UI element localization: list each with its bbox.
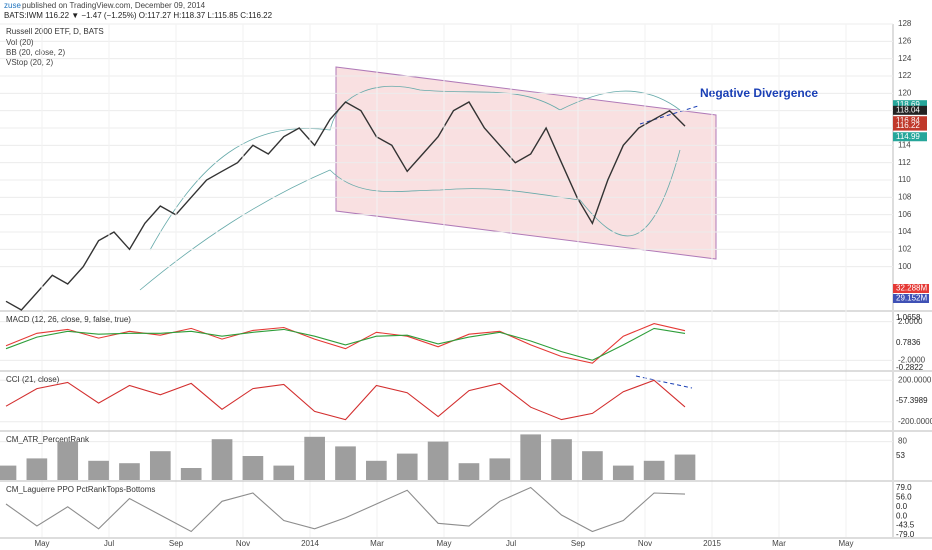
legend-entry: VStop (20, 2) (6, 58, 53, 67)
legend-entry: BB (20, close, 2) (6, 48, 65, 57)
bar (396, 453, 418, 480)
bar (304, 436, 325, 480)
value-tag-label: 0.0 (896, 511, 908, 520)
bar (273, 465, 295, 480)
price-tag-label: 116.22 (896, 121, 920, 130)
y-tick-label: -2.0000 (898, 355, 926, 364)
y-tick-label: 104 (898, 227, 912, 236)
divergence-line (639, 105, 699, 125)
bar (26, 458, 48, 480)
series-line (5, 101, 686, 311)
volume-tag-label: 29.152M (896, 294, 927, 303)
volume-tag (893, 294, 929, 303)
y-tick-label: 110 (898, 175, 911, 184)
series-line (5, 379, 686, 421)
bar (551, 439, 572, 480)
y-tick-label: 124 (898, 54, 912, 63)
y-tick-label: 112 (898, 158, 911, 167)
pane-title: CCI (21, close) (6, 375, 60, 384)
y-tick-label: 102 (898, 244, 912, 253)
value-tag-label: -57.3989 (896, 396, 928, 405)
price-tag-label: 118.04 (896, 105, 920, 114)
legend-entry: Vol (20) (6, 38, 34, 47)
value-tag-label: 53 (896, 451, 905, 460)
bar (674, 454, 696, 480)
x-tick-label: Mar (772, 539, 786, 548)
price-tag (893, 100, 927, 110)
x-tick-label: May (838, 539, 853, 548)
value-tag-label: -0.2822 (896, 363, 924, 372)
pane-title: CM_Laguerre PPO PctRankTops-Bottoms (6, 485, 155, 494)
y-tick-label: 200.0000 (898, 375, 932, 384)
price-tag (893, 116, 927, 126)
bar (119, 463, 140, 480)
bar (88, 460, 109, 480)
y-tick-label: -200.0000 (898, 417, 932, 426)
x-tick-label: Sep (169, 539, 184, 548)
value-tag-label: 1.0658 (896, 313, 921, 322)
price-tag-label: 118.69 (896, 100, 920, 109)
y-tick-label: 80 (898, 437, 907, 446)
value-tag-label: 0.0 (896, 502, 908, 511)
volume-tag (893, 284, 929, 293)
bar (335, 446, 356, 480)
bollinger-lower (139, 149, 681, 291)
volume-tag-label: 32.288M (896, 284, 927, 293)
x-tick-label: May (436, 539, 451, 548)
value-tag-label: 0.7836 (896, 338, 921, 347)
x-tick-label: 2015 (703, 539, 721, 548)
y-tick-label: 126 (898, 36, 912, 45)
bar (427, 441, 449, 480)
bar (57, 441, 79, 480)
bar (612, 465, 634, 480)
bollinger-upper (149, 86, 681, 251)
value-tag-label: -43.5 (896, 521, 915, 530)
bar (582, 451, 603, 480)
value-tag-label: 79.0 (896, 483, 912, 492)
x-tick-label: Mar (370, 539, 384, 548)
bar (149, 451, 171, 480)
x-tick-label: Nov (236, 539, 250, 548)
price-tag-label: 116.84 (896, 116, 920, 125)
bar (366, 460, 387, 480)
price-tag (893, 105, 927, 115)
pane-title: Russell 2000 ETF, D, BATS (6, 27, 104, 36)
series-line (5, 486, 686, 533)
bar (0, 465, 17, 480)
bar (643, 460, 665, 480)
value-tag-label: -79.0 (896, 530, 915, 539)
y-tick-label: 122 (898, 71, 912, 80)
x-tick-label: May (34, 539, 49, 548)
published: published on TradingView.com, December 0… (22, 1, 206, 10)
y-tick-label: 2.0000 (898, 317, 923, 326)
x-tick-label: 2014 (301, 539, 319, 548)
y-tick-label: 108 (898, 192, 912, 201)
x-tick-label: Sep (571, 539, 586, 548)
price-tag-label: 114.99 (896, 132, 920, 141)
y-tick-label: 100 (898, 262, 912, 271)
symbol-info: BATS:IWM 116.22 ▼ −1.47 (−1.25%) O:117.2… (4, 11, 273, 20)
pane-title: CM_ATR_PercentRank (6, 435, 90, 444)
bar (242, 456, 264, 480)
y-tick-label: 128 (898, 19, 912, 28)
x-tick-label: Jul (506, 539, 516, 548)
bar (458, 463, 480, 480)
y-tick-label: 106 (898, 210, 912, 219)
series-line (5, 327, 686, 361)
pane-title: MACD (12, 26, close, 9, false, true) (6, 315, 131, 324)
bar (180, 468, 202, 480)
price-tag (893, 132, 927, 142)
x-tick-label: Nov (638, 539, 652, 548)
annotation: Negative Divergence (700, 86, 818, 100)
price-tag (893, 121, 927, 131)
bar (211, 439, 233, 480)
bar (489, 458, 511, 480)
bar (520, 434, 542, 480)
x-tick-label: Jul (104, 539, 114, 548)
value-tag-label: 56.0 (896, 493, 912, 502)
y-tick-label: 120 (898, 88, 912, 97)
y-tick-label: 114 (898, 140, 911, 149)
author[interactable]: zuse (4, 1, 21, 10)
